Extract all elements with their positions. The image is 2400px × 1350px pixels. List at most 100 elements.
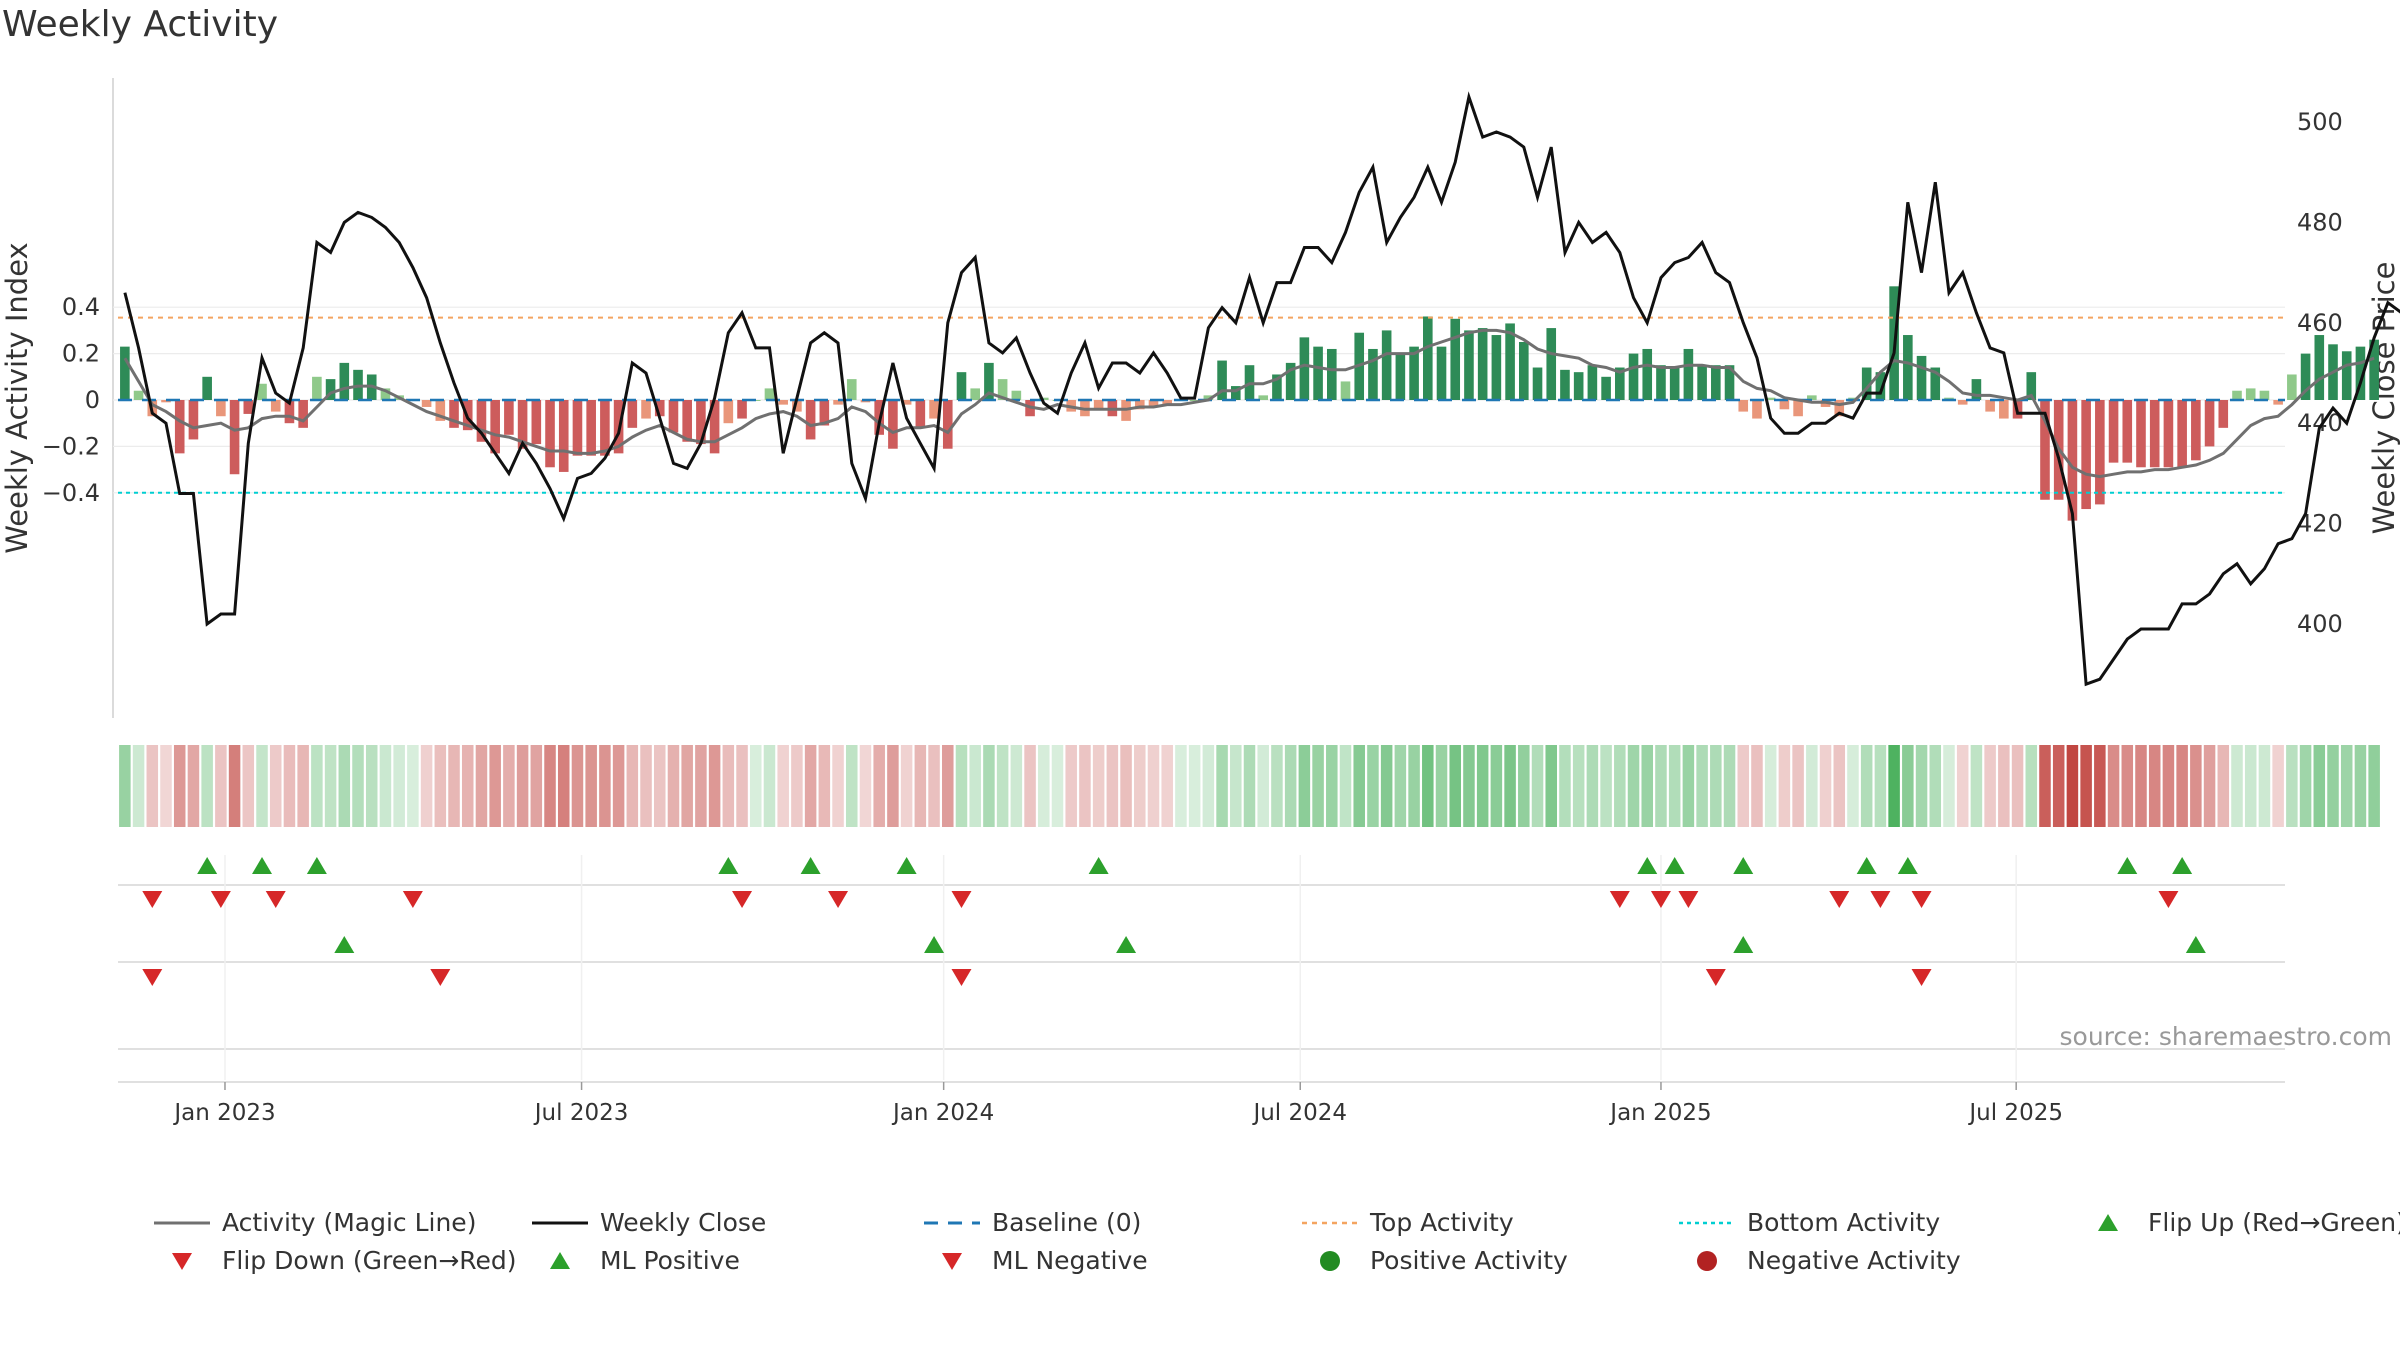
activity-bar xyxy=(654,400,665,417)
heat-strip-cell xyxy=(119,745,131,827)
heat-strip-cell xyxy=(873,745,885,827)
activity-bar xyxy=(243,400,254,414)
heat-strip-cell xyxy=(2313,745,2326,827)
activity-bar xyxy=(1162,400,1173,405)
legend-label: Flip Up (Red→Green) xyxy=(2148,1208,2400,1237)
heat-strip-cell xyxy=(475,745,488,827)
heat-strip-cell xyxy=(1833,745,1846,827)
flip-down-marker xyxy=(732,891,753,908)
heat-strip-cell xyxy=(1915,745,1928,827)
heat-strip-cell xyxy=(612,745,625,827)
activity-bar xyxy=(1299,337,1310,400)
heat-strip-cell xyxy=(585,745,597,827)
heat-strip-cell xyxy=(215,745,227,827)
activity-bar xyxy=(1669,367,1680,400)
heat-strip-cell xyxy=(1051,745,1064,827)
activity-bar xyxy=(298,400,308,428)
activity-bar xyxy=(380,388,391,400)
heat-strip-cell xyxy=(256,745,268,827)
flip-down-marker xyxy=(951,891,972,908)
x-tick-label: Jan 2025 xyxy=(1608,1100,1711,1126)
activity-bar xyxy=(2095,400,2105,505)
activity-bar xyxy=(2245,388,2256,400)
heat-strip-cell xyxy=(1696,745,1708,827)
heat-strip-cell xyxy=(1134,745,1146,827)
activity-bar xyxy=(1368,348,1378,400)
legend-item: Flip Up (Red→Green) xyxy=(2076,1208,2400,1237)
heat-strip-cell xyxy=(1298,745,1311,827)
heat-strip-cell xyxy=(2258,745,2271,827)
heat-strip-cell xyxy=(1737,745,1750,827)
heat-strip-cell xyxy=(681,745,693,827)
flip-up-marker xyxy=(1897,857,1918,874)
heat-strip-cell xyxy=(1682,745,1695,827)
activity-bar xyxy=(572,400,583,456)
y-right-tick-label: 500 xyxy=(2297,108,2343,136)
heat-strip-cell xyxy=(1271,745,1283,827)
activity-bar xyxy=(1628,353,1639,400)
activity-bar xyxy=(339,362,350,400)
heat-strip-cell xyxy=(2272,745,2284,827)
heat-strip-cell xyxy=(2052,745,2065,827)
activity-bar xyxy=(997,379,1008,400)
activity-bar xyxy=(600,400,610,456)
activity-bar xyxy=(1615,367,1625,400)
y-right-tick-label: 400 xyxy=(2297,610,2343,638)
activity-bar xyxy=(1875,372,1886,400)
activity-bar xyxy=(1505,323,1515,400)
heat-strip-cell xyxy=(173,745,186,827)
activity-bar xyxy=(1573,372,1584,400)
heat-strip-cell xyxy=(489,745,501,827)
heat-strip-cell xyxy=(516,745,529,827)
heat-strip-cell xyxy=(1353,745,1365,827)
activity-bar xyxy=(1285,362,1296,400)
activity-bar xyxy=(627,400,638,428)
heat-strip-cell xyxy=(2094,745,2106,827)
heat-strip-cell xyxy=(1422,745,1434,827)
activity-bar xyxy=(2355,346,2366,400)
activity-bar xyxy=(1189,400,1200,401)
ml-positive-marker xyxy=(2185,936,2206,953)
flip-up-marker xyxy=(1733,857,1754,874)
dotted-cyan-icon xyxy=(1675,1210,1739,1236)
heat-strip-cell xyxy=(2107,745,2120,827)
activity-bar xyxy=(1793,400,1803,417)
source-label: source: sharemaestro.com xyxy=(2060,1022,2393,1051)
heat-strip-cell xyxy=(2148,745,2161,827)
heat-strip-cell xyxy=(969,745,981,827)
heat-strip-cell xyxy=(749,745,762,827)
activity-bar xyxy=(682,400,692,442)
activity-bar xyxy=(1011,390,1022,400)
heat-strip-cell xyxy=(1874,745,1887,827)
activity-bar xyxy=(257,383,267,400)
legend-label: Negative Activity xyxy=(1747,1246,1961,1275)
magic-line-series xyxy=(123,328,2375,479)
heat-strip-cell xyxy=(160,745,172,827)
activity-bar xyxy=(1957,400,1968,405)
activity-bar xyxy=(2122,400,2133,463)
legend-label: ML Negative xyxy=(992,1246,1148,1275)
activity-bar xyxy=(1395,353,1406,400)
heat-strip-cell xyxy=(2025,745,2038,827)
heat-strip-cell xyxy=(1490,745,1503,827)
activity-bar xyxy=(1546,328,1557,400)
heat-strip-cell xyxy=(311,745,323,827)
heat-strip-cell xyxy=(2190,745,2202,827)
chart-title: Weekly Activity xyxy=(2,4,279,45)
heat-strip-cell xyxy=(1120,745,1132,827)
activity-bar xyxy=(1903,335,1913,400)
activity-bar xyxy=(2259,390,2270,400)
activity-bar xyxy=(2040,400,2050,500)
activity-bar xyxy=(792,400,802,412)
heat-strip-cell xyxy=(187,745,200,827)
heat-strip-cell xyxy=(1367,745,1379,827)
legend-label: ML Positive xyxy=(600,1246,740,1275)
heat-strip-cell xyxy=(804,745,817,827)
heat-strip-cell xyxy=(132,745,145,827)
activity-bar xyxy=(202,376,212,400)
activity-bar xyxy=(2314,335,2325,400)
activity-bar xyxy=(1491,335,1502,400)
activity-bar xyxy=(1587,365,1598,400)
triangle-down-red-icon xyxy=(150,1248,214,1274)
